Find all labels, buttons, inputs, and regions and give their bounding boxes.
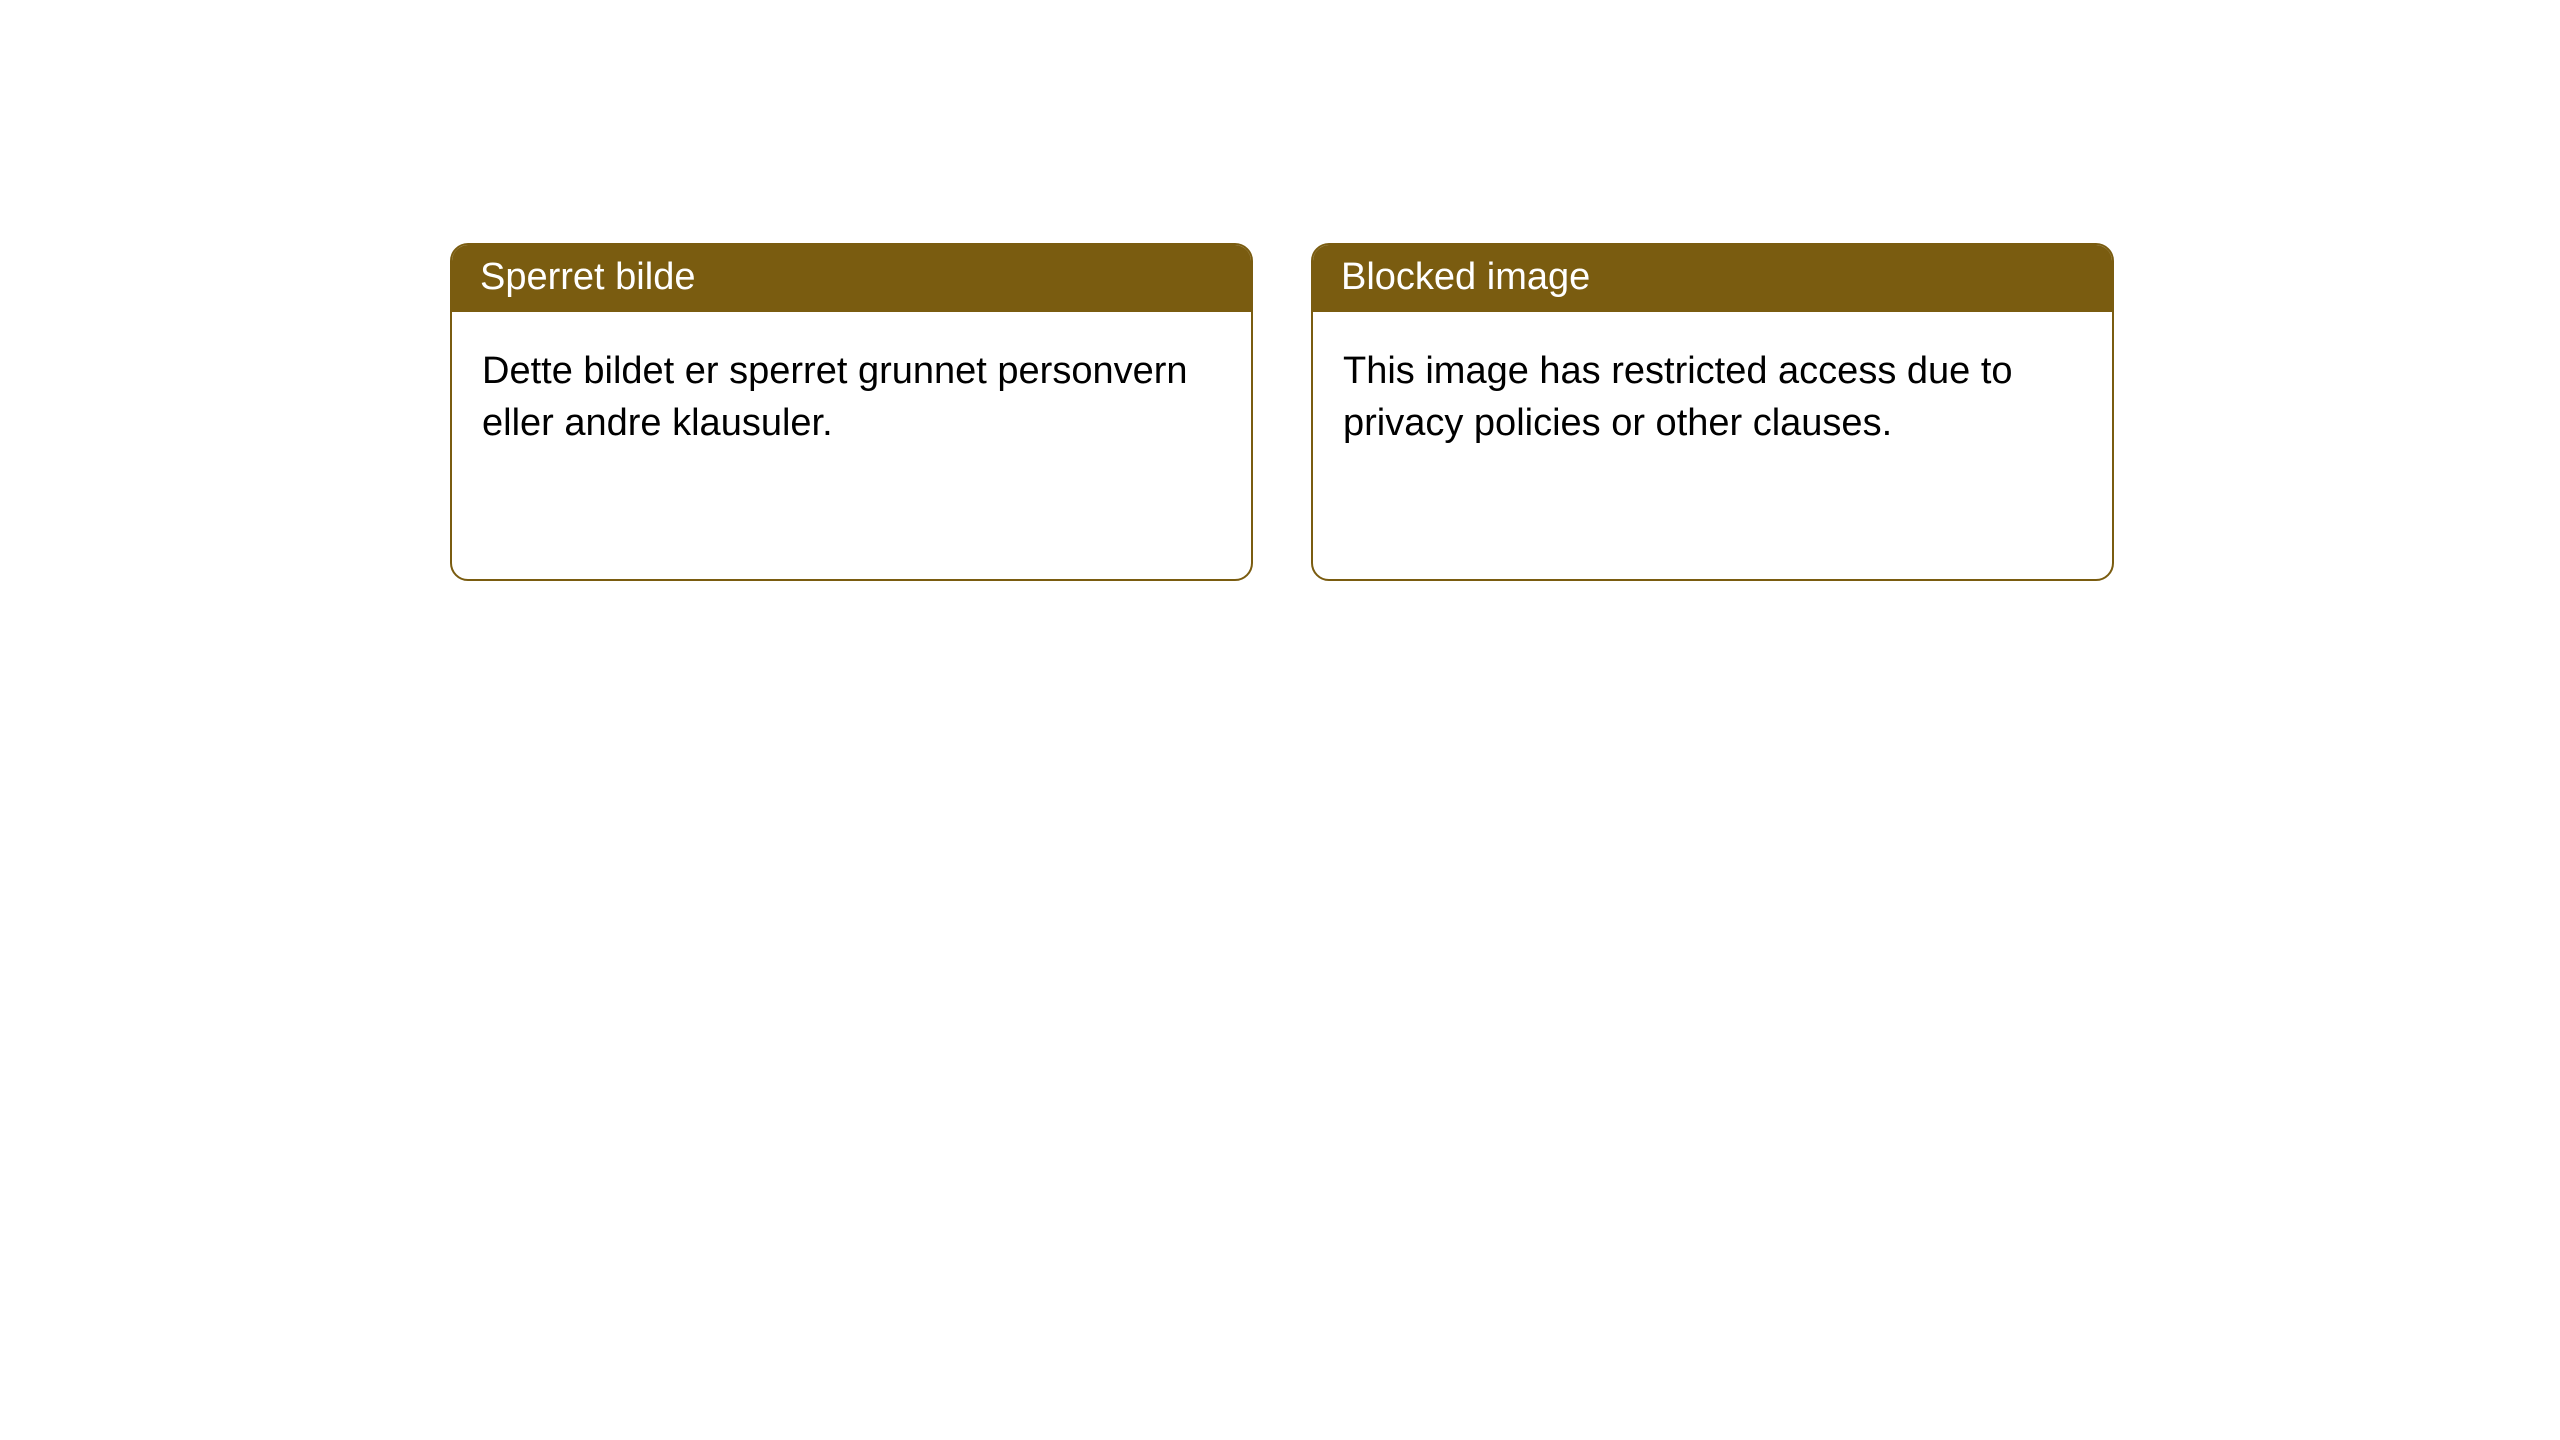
notice-card-en: Blocked image This image has restricted … — [1311, 243, 2114, 581]
notice-title-no: Sperret bilde — [452, 245, 1251, 312]
notice-card-no: Sperret bilde Dette bildet er sperret gr… — [450, 243, 1253, 581]
notice-container: Sperret bilde Dette bildet er sperret gr… — [450, 243, 2114, 581]
notice-body-no: Dette bildet er sperret grunnet personve… — [452, 312, 1251, 479]
notice-body-en: This image has restricted access due to … — [1313, 312, 2112, 479]
notice-title-en: Blocked image — [1313, 245, 2112, 312]
